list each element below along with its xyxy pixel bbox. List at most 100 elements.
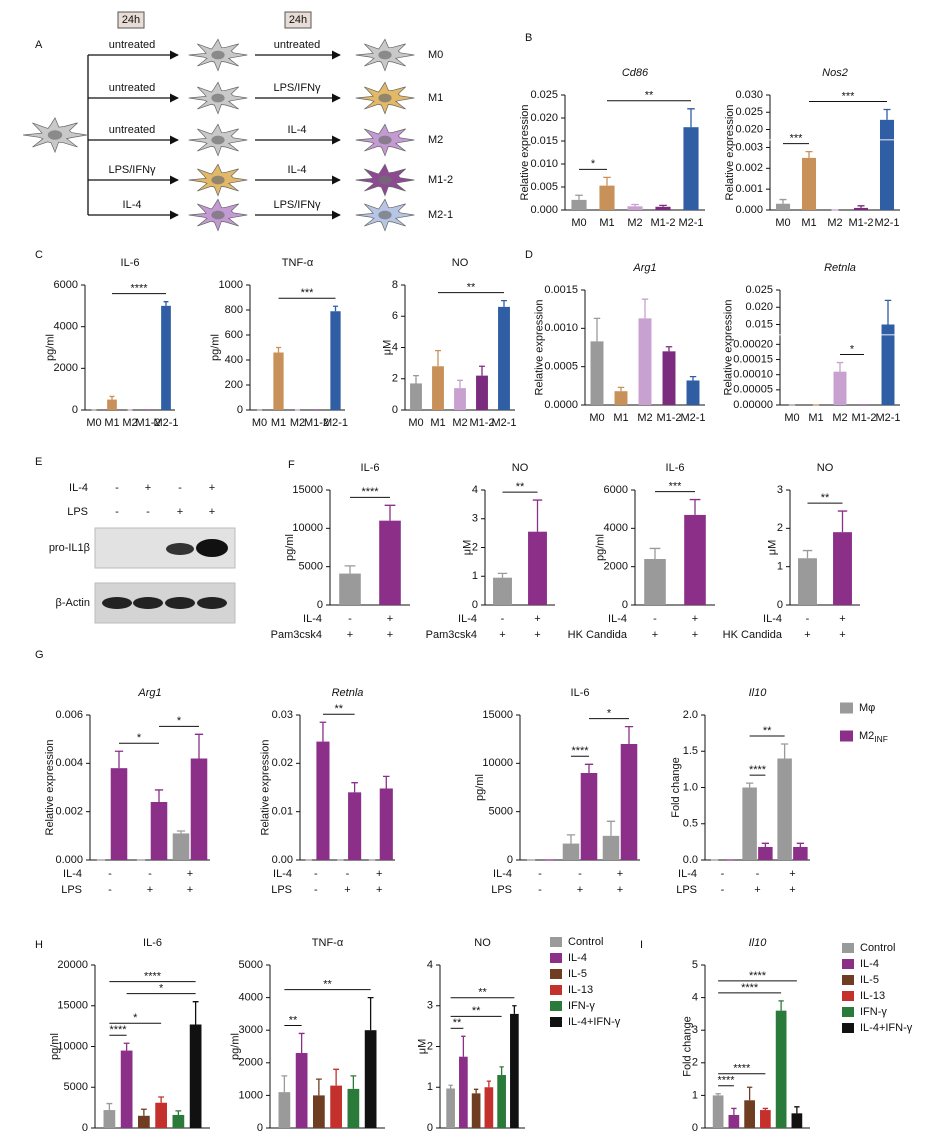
bar <box>833 532 852 605</box>
y-axis-label: pg/ml <box>230 1033 242 1060</box>
bar <box>742 787 757 860</box>
y-tick-label: 0.003 <box>735 141 763 153</box>
y-axis-label: Relative expression <box>723 300 735 396</box>
x-tick-label: M0 <box>775 217 790 229</box>
error-bar <box>176 830 186 834</box>
significance-label: ** <box>478 987 487 999</box>
x-tick-label: M2 <box>122 417 137 429</box>
y-tick-label: 0 <box>82 1122 88 1134</box>
y-tick-label: 800 <box>225 304 243 316</box>
x-tick-label: M0 <box>784 412 799 424</box>
y-tick-label: 10000 <box>482 757 513 769</box>
error-bar <box>319 721 327 742</box>
chart-title: IL-6 <box>666 462 685 474</box>
y-tick-label: 4000 <box>239 992 263 1004</box>
y-tick-label: 0 <box>777 599 783 611</box>
treatment-label: LPS/IFNγ <box>273 82 321 94</box>
condition-sign: - <box>756 868 760 880</box>
error-bar <box>461 1035 466 1057</box>
condition-sign: - <box>721 868 725 880</box>
legend-label: Mφ <box>859 702 875 714</box>
treatment-label: untreated <box>109 124 155 136</box>
y-tick-label: 0.00010 <box>733 369 773 381</box>
legend-name: IFN-γ <box>568 1000 595 1012</box>
chart-title: Arg1 <box>632 262 656 274</box>
condition-sign: + <box>344 884 350 896</box>
phenotype-label: M0 <box>428 49 443 61</box>
bar <box>580 773 598 860</box>
y-tick-label: 0.025 <box>745 284 773 296</box>
condition-sign: + <box>376 868 382 880</box>
x-tick-label: M1 <box>104 417 119 429</box>
y-tick-label: 0.03 <box>272 709 293 721</box>
bar <box>879 119 895 210</box>
bar <box>775 1010 787 1128</box>
significance-label: **** <box>361 486 379 498</box>
y-axis-label: μM <box>766 540 778 556</box>
error-bar <box>617 386 625 392</box>
panel-label: B <box>525 32 532 44</box>
bar <box>760 1110 771 1128</box>
chart-title: IL-6 <box>143 937 162 949</box>
chart-title: Nos2 <box>822 67 848 79</box>
chart-title: NO <box>452 257 469 269</box>
y-tick-label: 5000 <box>239 959 263 971</box>
error-bar <box>883 108 891 120</box>
y-tick-label: 3 <box>472 513 478 525</box>
error-bar <box>501 299 507 307</box>
condition-sign: - <box>806 613 810 625</box>
significance-label: * <box>177 715 182 727</box>
legend-label: IL-4+IFN-γ <box>860 1022 913 1034</box>
y-tick-label: 2000 <box>54 362 78 374</box>
significance-label: * <box>591 158 596 170</box>
x-tick-label: M2-1 <box>680 412 705 424</box>
error-bar <box>631 203 639 207</box>
error-bar <box>649 547 661 559</box>
legend-label: IL-5 <box>860 974 879 986</box>
legend-name: IL-13 <box>860 990 885 1002</box>
bar <box>683 127 699 210</box>
nucleus <box>378 135 392 145</box>
legend-label: IFN-γ <box>860 1006 887 1018</box>
condition-sign: + <box>617 868 623 880</box>
treatment-label: LPS/IFNγ <box>273 199 321 211</box>
significance-label: **** <box>749 970 767 982</box>
significance-label: *** <box>842 90 856 102</box>
blot-sign: + <box>209 506 215 518</box>
treatment-label: LPS/IFNγ <box>108 164 156 176</box>
legend-swatch <box>842 959 854 969</box>
y-tick-label: 400 <box>225 354 243 366</box>
y-tick-label: 0.0015 <box>544 284 578 296</box>
legend-name: IL-4 <box>860 958 879 970</box>
condition-sign: - <box>314 868 318 880</box>
y-tick-label: 0.0005 <box>544 361 578 373</box>
y-tick-label: 15000 <box>57 1000 88 1012</box>
condition-sign: + <box>187 868 193 880</box>
error-bar <box>192 1001 199 1025</box>
error-bar <box>857 205 865 208</box>
blot-sign: - <box>115 506 119 518</box>
bar <box>330 311 341 410</box>
legend-label: IL-4+IFN-γ <box>568 1016 621 1028</box>
y-tick-label: 1.0 <box>683 781 698 793</box>
bar <box>432 366 444 410</box>
time-label: 24h <box>289 14 307 26</box>
error-bar <box>641 298 649 319</box>
significance-label: ** <box>763 725 772 737</box>
y-tick-label: 2 <box>427 1040 433 1052</box>
legend-label: IL-4 <box>860 958 879 970</box>
bar <box>562 843 580 860</box>
error-bar <box>781 743 789 759</box>
x-tick-label: M1 <box>801 217 816 229</box>
error-bar <box>332 305 339 312</box>
x-tick-label: M0 <box>252 417 267 429</box>
y-tick-label: 0.00000 <box>733 399 773 411</box>
legend-swatch <box>840 730 853 742</box>
condition-sign: - <box>346 868 350 880</box>
error-bar <box>762 1107 769 1111</box>
error-bar <box>593 317 601 342</box>
legend-label: Control <box>568 936 603 948</box>
bar <box>471 1093 481 1128</box>
significance-label: **** <box>130 283 148 295</box>
error-bar <box>486 1080 492 1088</box>
